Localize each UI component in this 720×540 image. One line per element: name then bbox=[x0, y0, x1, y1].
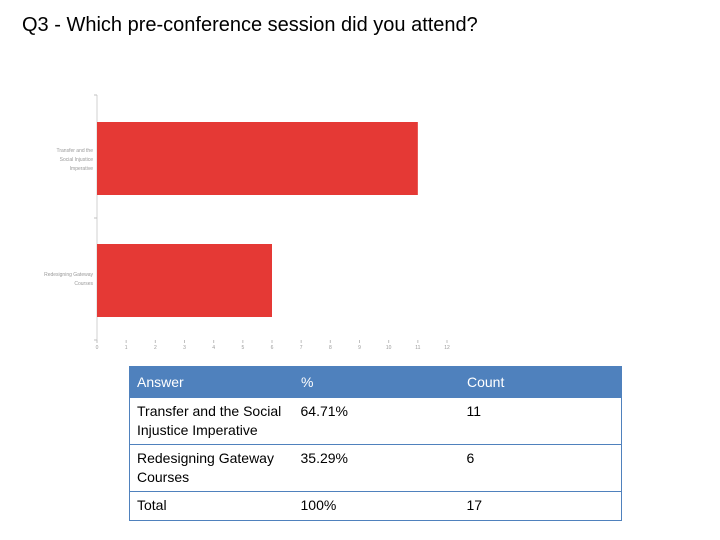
table-row: Transfer and the Social Injustice Impera… bbox=[129, 397, 622, 445]
x-tick-label: 12 bbox=[444, 345, 450, 351]
row-answer: Transfer and the Social Injustice Impera… bbox=[129, 397, 294, 445]
row-percent: 35.29% bbox=[293, 444, 460, 492]
page-title: Q3 - Which pre-conference session did yo… bbox=[22, 14, 478, 36]
total-answer: Total bbox=[129, 491, 294, 521]
x-tick-label: 8 bbox=[329, 345, 332, 351]
row-answer: Redesigning Gateway Courses bbox=[129, 444, 294, 492]
row-count: 11 bbox=[459, 397, 622, 445]
x-tick-label: 9 bbox=[358, 345, 361, 351]
x-tick-label: 11 bbox=[415, 345, 420, 351]
table-total-row: Total 100% 17 bbox=[129, 491, 622, 521]
x-tick-label: 6 bbox=[271, 345, 274, 351]
row-percent: 64.71% bbox=[293, 397, 460, 445]
table-header-row: Answer % Count bbox=[129, 366, 622, 398]
x-tick-label: 1 bbox=[125, 345, 128, 351]
bar bbox=[97, 244, 272, 317]
header-count: Count bbox=[459, 366, 622, 398]
x-tick-label: 7 bbox=[300, 345, 303, 351]
x-tick-label: 2 bbox=[154, 345, 157, 351]
row-count: 6 bbox=[459, 444, 622, 492]
x-tick-label: 10 bbox=[386, 345, 392, 351]
x-tick-label: 4 bbox=[212, 345, 215, 351]
category-label: Redesigning Gateway Courses bbox=[44, 272, 93, 287]
bar bbox=[97, 122, 418, 195]
results-table: Answer % Count Transfer and the Social I… bbox=[129, 366, 622, 521]
x-tick-label: 5 bbox=[241, 345, 244, 351]
x-tick-label: 0 bbox=[96, 345, 99, 351]
x-tick-label: 3 bbox=[183, 345, 186, 351]
header-percent: % bbox=[293, 366, 460, 398]
table-row: Redesigning Gateway Courses 35.29% 6 bbox=[129, 444, 622, 492]
total-percent: 100% bbox=[293, 491, 460, 521]
category-label: Transfer and the Social Injustice Imperati… bbox=[56, 148, 93, 172]
header-answer: Answer bbox=[129, 366, 294, 398]
total-count: 17 bbox=[459, 491, 622, 521]
